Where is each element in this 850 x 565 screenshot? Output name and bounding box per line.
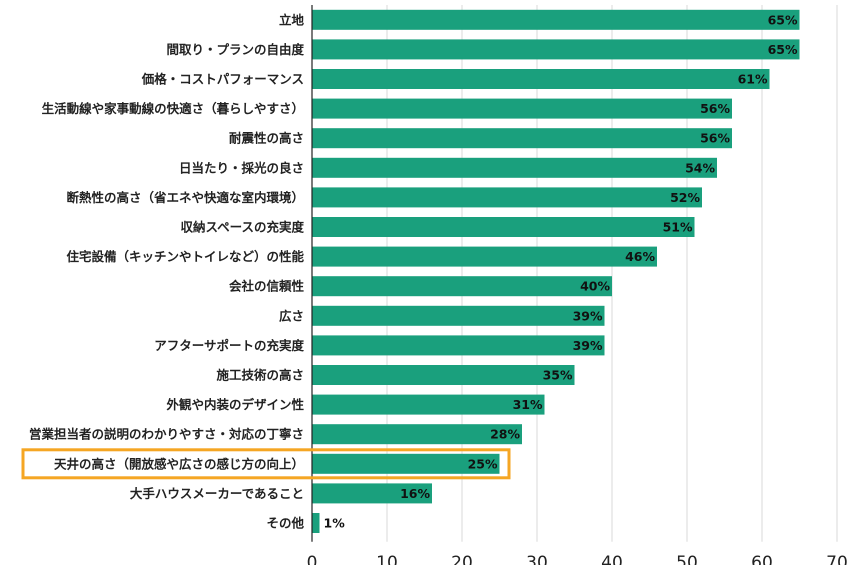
- gridlines: [386, 5, 838, 542]
- category-label: 耐震性の高さ: [229, 131, 304, 146]
- category-label: 営業担当者の説明のわかりやすさ・対応の丁寧さ: [29, 427, 304, 442]
- category-label: 断熱性の高さ（省エネや快適な室内環境）: [66, 190, 304, 205]
- category-label: 会社の信頼性: [229, 279, 305, 294]
- value-label: 46%: [625, 249, 655, 264]
- category-label: その他: [266, 516, 304, 531]
- bar: [312, 98, 732, 119]
- category-label: 住宅設備（キッチンやトイレなど）の性能: [66, 249, 304, 264]
- bar: [312, 394, 545, 415]
- category-label: 価格・コストパフォーマンス: [141, 72, 304, 87]
- category-label: 大手ハウスメーカーであること: [130, 486, 304, 501]
- x-tick-label: 20: [451, 553, 473, 565]
- bar: [312, 453, 500, 474]
- x-tick-label: 50: [676, 553, 698, 565]
- bar: [312, 513, 320, 533]
- x-tick-label: 10: [376, 553, 398, 565]
- bar: [312, 157, 717, 178]
- value-label: 16%: [400, 486, 430, 501]
- x-tick-label: 40: [601, 553, 623, 565]
- category-label: 施工技術の高さ: [216, 368, 304, 383]
- bar: [312, 246, 657, 267]
- x-tick-label: 0: [307, 553, 318, 565]
- bar: [312, 69, 770, 89]
- x-tick-label: 60: [751, 553, 773, 565]
- value-label: 56%: [700, 131, 730, 146]
- category-label: アフターサポートの充実度: [154, 338, 304, 353]
- value-label: 25%: [468, 456, 498, 471]
- value-label: 39%: [573, 338, 603, 353]
- category-label: 日当たり・採光の良さ: [179, 160, 304, 175]
- bar: [312, 335, 605, 356]
- bar: [312, 365, 575, 385]
- bar: [312, 217, 695, 237]
- value-label: 1%: [324, 516, 346, 531]
- category-labels: 立地間取り・プランの自由度価格・コストパフォーマンス生活動線や家事動線の快適さ（…: [29, 12, 305, 530]
- bar: [312, 9, 800, 30]
- value-label: 54%: [685, 160, 715, 175]
- bars: [312, 9, 800, 533]
- value-label: 61%: [738, 72, 768, 87]
- value-label: 51%: [663, 220, 693, 235]
- category-label: 立地: [279, 12, 305, 27]
- category-label: 広さ: [279, 308, 304, 323]
- value-label: 65%: [768, 12, 798, 27]
- category-label: 収納スペースの充実度: [180, 220, 304, 235]
- bar: [312, 187, 702, 208]
- highlight-frame: [21, 448, 511, 480]
- bar: [312, 305, 605, 326]
- x-tick-label: 70: [826, 553, 848, 565]
- bar: [312, 128, 732, 149]
- category-label: 生活動線や家事動線の快適さ（暮らしやすさ）: [42, 101, 304, 116]
- value-labels: 65%65%61%56%56%54%52%51%46%40%39%39%35%3…: [324, 12, 798, 530]
- x-axis: 0 10 20 30 40 50 60 70: [307, 5, 848, 565]
- value-label: 56%: [700, 101, 730, 116]
- category-label: 天井の高さ（開放感や広さの感じ方の向上）: [54, 456, 304, 471]
- value-label: 39%: [573, 308, 603, 323]
- x-tick-label: 30: [526, 553, 548, 565]
- bar: [312, 39, 800, 60]
- value-label: 31%: [513, 397, 543, 412]
- bar: [312, 424, 522, 445]
- bar: [312, 276, 612, 297]
- value-label: 28%: [490, 427, 520, 442]
- value-label: 35%: [543, 368, 573, 383]
- value-label: 40%: [580, 279, 610, 294]
- value-label: 65%: [768, 42, 798, 57]
- bar: [312, 483, 432, 504]
- category-label: 間取り・プランの自由度: [166, 42, 304, 57]
- highlight-box: [21, 448, 511, 480]
- category-label: 外観や内装のデザイン性: [165, 397, 304, 412]
- value-label: 52%: [670, 190, 700, 205]
